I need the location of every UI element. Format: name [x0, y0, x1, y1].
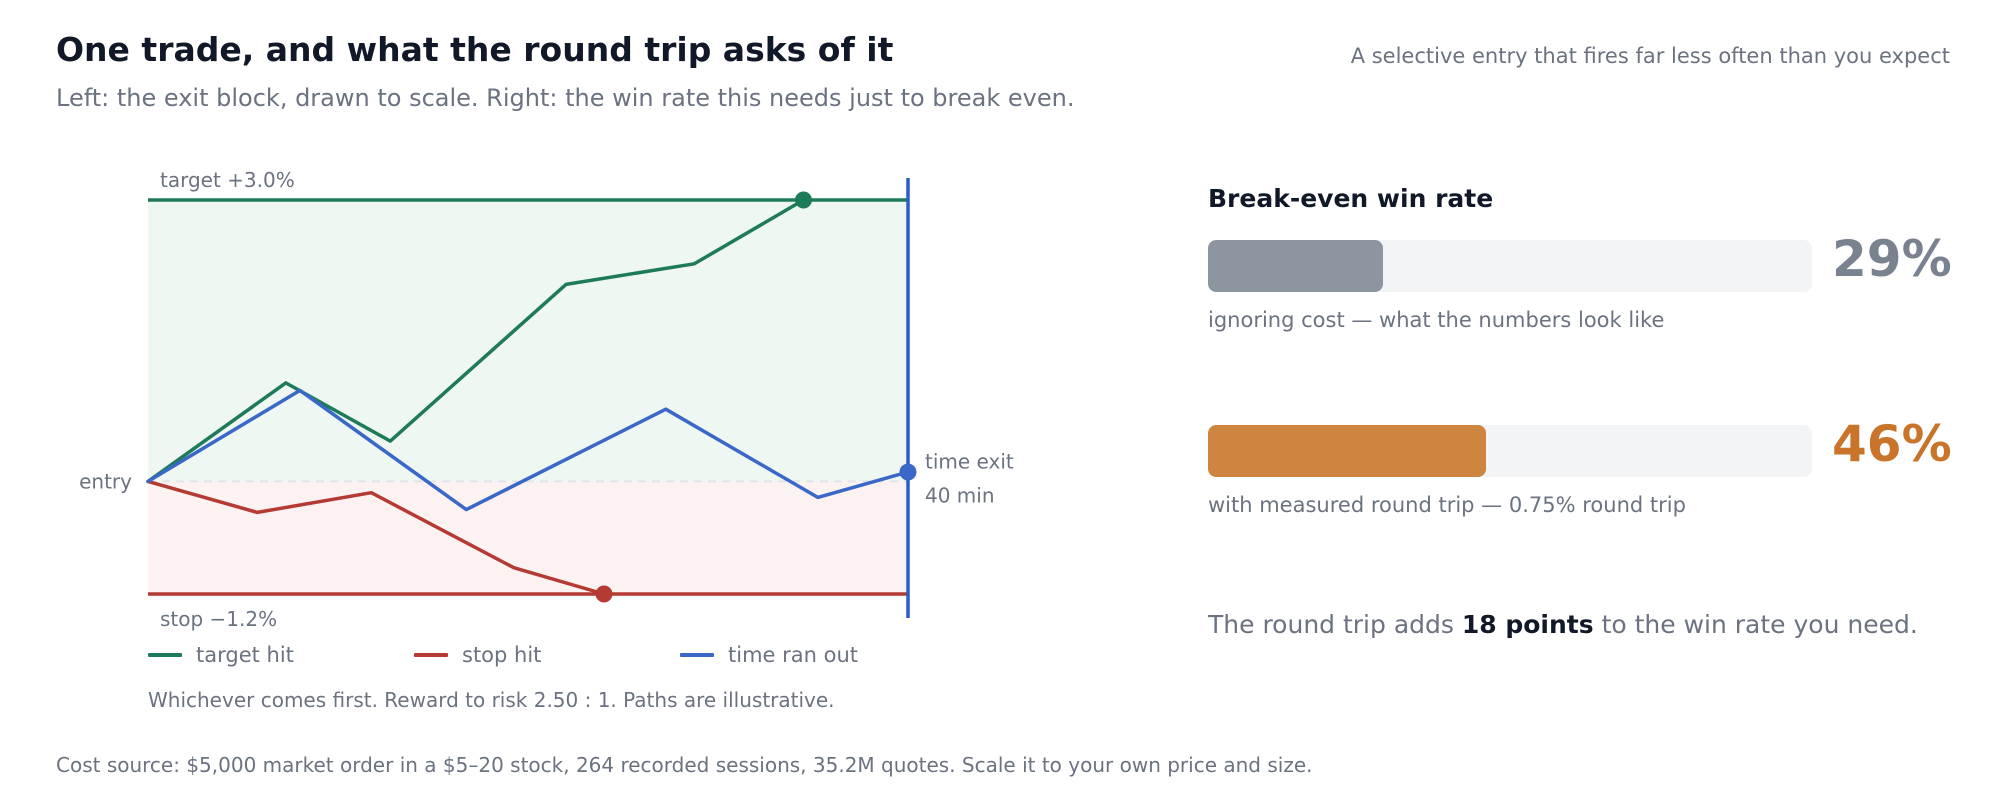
legend-item-stop-hit: stop hit — [414, 640, 541, 670]
series-end-marker-stop-hit — [595, 585, 613, 603]
chart-note: Whichever comes first. Reward to risk 2.… — [148, 688, 835, 712]
series-end-marker-time-ran-out — [899, 463, 917, 481]
legend-swatch-stop-hit — [414, 653, 448, 657]
summary-highlight: 18 points — [1461, 610, 1594, 639]
legend-swatch-target-hit — [148, 653, 182, 657]
summary-text-pre: The round trip adds — [1208, 610, 1462, 639]
legend-label-target-hit: target hit — [196, 643, 294, 667]
breakeven-title: Break-even win rate — [1208, 184, 1494, 213]
legend-swatch-time-ran-out — [680, 653, 714, 657]
breakeven-caption-ignoring-cost: ignoring cost — what the numbers look li… — [1208, 308, 1665, 332]
breakeven-caption-with-cost: with measured round trip — 0.75% round t… — [1208, 493, 1686, 517]
breakeven-bar-track-with-cost — [1208, 425, 1812, 477]
stop-zone — [148, 481, 908, 594]
summary-text-post: to the win rate you need. — [1593, 610, 1918, 639]
breakeven-value-ignoring-cost: 29% — [1832, 230, 1952, 288]
breakeven-value-with-cost: 46% — [1832, 415, 1952, 473]
breakeven-bar-track-ignoring-cost — [1208, 240, 1812, 292]
stop-label: stop −1.2% — [160, 607, 277, 631]
legend-label-stop-hit: stop hit — [462, 643, 542, 667]
exit-block-chart: target +3.0% stop −1.2% entry time exit 40 m… — [79, 168, 1014, 631]
legend-label-time-ran-out: time ran out — [728, 643, 858, 667]
legend-item-target-hit: target hit — [148, 640, 294, 670]
breakeven-bar-fill-ignoring-cost — [1208, 240, 1384, 292]
cost-source-footer: Cost source: $5,000 market order in a $5… — [56, 753, 1313, 777]
target-label: target +3.0% — [160, 168, 295, 192]
breakeven-bar-fill-with-cost — [1208, 425, 1486, 477]
target-zone — [148, 200, 908, 482]
page-title: One trade, and what the round trip asks … — [56, 30, 894, 69]
breakeven-summary: The round trip adds 18 points to the win… — [1208, 610, 1918, 639]
series-end-marker-target-hit — [795, 191, 812, 209]
time-exit-duration-label: 40 min — [925, 483, 995, 507]
tagline: A selective entry that fires far less of… — [1350, 44, 1950, 68]
series-line-time-ran-out — [146, 388, 910, 512]
page-subtitle: Left: the exit block, drawn to scale. Ri… — [56, 84, 1075, 112]
series-line-target-hit — [146, 198, 806, 484]
legend-item-time-ran-out: time ran out — [680, 640, 858, 670]
series-line-stop-hit — [146, 479, 606, 596]
entry-label: entry — [79, 469, 132, 493]
time-exit-label: time exit — [925, 449, 1014, 473]
